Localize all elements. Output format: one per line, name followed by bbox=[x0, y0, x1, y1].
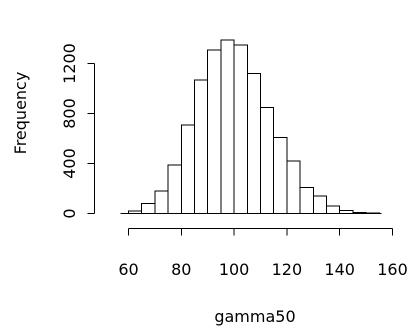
x-axis: 60 80 100 120 140 160 bbox=[118, 228, 408, 279]
histogram-bar bbox=[286, 160, 301, 214]
histogram-bar bbox=[339, 209, 354, 214]
histogram-bar bbox=[246, 73, 262, 214]
histogram-bar bbox=[194, 79, 209, 214]
histogram-bar bbox=[312, 195, 327, 214]
histogram-bar bbox=[141, 203, 156, 214]
histogram-bar bbox=[207, 49, 222, 214]
histogram-bar bbox=[260, 106, 275, 214]
x-tick-label: 80 bbox=[171, 260, 191, 279]
histogram-bar bbox=[220, 39, 235, 214]
x-axis-label: gamma50 bbox=[214, 307, 295, 326]
histogram-bars bbox=[120, 39, 382, 214]
histogram-bar bbox=[180, 124, 196, 214]
histogram-bar bbox=[299, 186, 314, 214]
y-axis-label: Frequency bbox=[11, 72, 30, 155]
x-tick-label: 60 bbox=[118, 260, 138, 279]
x-tick-label: 100 bbox=[219, 260, 250, 279]
x-tick-label: 120 bbox=[272, 260, 303, 279]
x-tick-label: 160 bbox=[377, 260, 408, 279]
histogram-bar bbox=[167, 164, 182, 214]
histogram-bar bbox=[352, 211, 367, 214]
y-tick-label: 800 bbox=[60, 98, 79, 129]
y-tick-label: 400 bbox=[60, 148, 79, 179]
y-axis: 0 400 800 1200 bbox=[60, 43, 95, 219]
histogram-bar bbox=[326, 205, 341, 214]
histogram-bar bbox=[154, 190, 169, 214]
histogram-bar bbox=[128, 210, 143, 214]
y-tick-label: 0 bbox=[60, 208, 79, 218]
y-tick-label: 1200 bbox=[60, 43, 79, 84]
x-tick-label: 140 bbox=[324, 260, 355, 279]
histogram-bar bbox=[273, 136, 288, 214]
histogram-bar bbox=[233, 44, 248, 214]
